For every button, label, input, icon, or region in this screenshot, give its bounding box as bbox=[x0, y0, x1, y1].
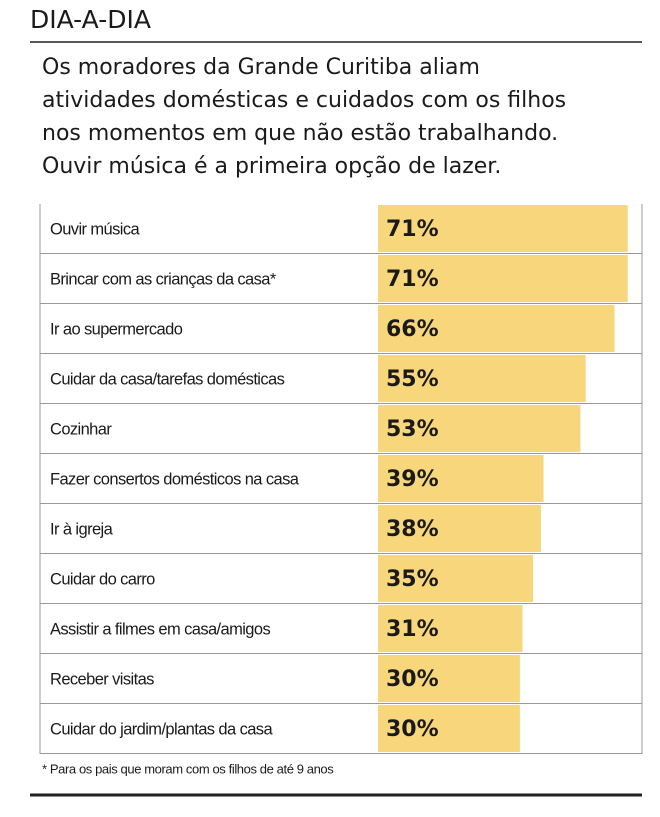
value-label: 31% bbox=[386, 617, 439, 642]
value-label: 55% bbox=[386, 367, 439, 392]
bar bbox=[378, 505, 541, 552]
category-label: Ir à igreja bbox=[50, 520, 114, 538]
bar bbox=[378, 305, 615, 352]
bar bbox=[378, 355, 586, 402]
bar bbox=[378, 455, 544, 502]
category-label: Cuidar do jardim/plantas da casa bbox=[50, 720, 273, 738]
subtitle-line: Ouvir música é a primeira opção de lazer… bbox=[42, 154, 501, 179]
bar bbox=[378, 405, 581, 452]
value-label: 71% bbox=[386, 217, 439, 242]
category-label: Brincar com as crianças da casa* bbox=[50, 270, 277, 288]
category-label: Cuidar da casa/tarefas domésticas bbox=[50, 370, 285, 388]
category-label: Assistir a filmes em casa/amigos bbox=[50, 620, 270, 638]
value-label: 35% bbox=[386, 567, 439, 592]
bar bbox=[378, 655, 520, 702]
category-label: Cuidar do carro bbox=[50, 570, 155, 588]
category-label: Ouvir música bbox=[50, 220, 140, 238]
category-label: Cozinhar bbox=[50, 420, 112, 438]
bar bbox=[378, 605, 523, 652]
value-label: 71% bbox=[386, 267, 439, 292]
subtitle-line: Os moradores da Grande Curitiba aliam bbox=[42, 55, 480, 80]
value-label: 66% bbox=[386, 317, 439, 342]
bar bbox=[378, 255, 628, 302]
category-label: Receber visitas bbox=[50, 670, 154, 688]
bar bbox=[378, 555, 534, 602]
footnote: * Para os pais que moram com os filhos d… bbox=[42, 761, 334, 776]
subtitle-line: nos momentos em que não estão trabalhand… bbox=[42, 121, 558, 146]
value-label: 30% bbox=[386, 717, 439, 742]
value-label: 30% bbox=[386, 667, 439, 692]
bar bbox=[378, 705, 520, 752]
category-label: Fazer consertos domésticos na casa bbox=[50, 470, 300, 488]
subtitle-line: atividades domésticas e cuidados com os … bbox=[42, 88, 566, 113]
bar bbox=[378, 205, 628, 252]
value-label: 53% bbox=[386, 417, 439, 442]
value-label: 39% bbox=[386, 467, 439, 492]
chart-title: DIA-A-DIA bbox=[30, 5, 151, 34]
category-label: Ir ao supermercado bbox=[50, 320, 183, 338]
value-label: 38% bbox=[386, 517, 439, 542]
